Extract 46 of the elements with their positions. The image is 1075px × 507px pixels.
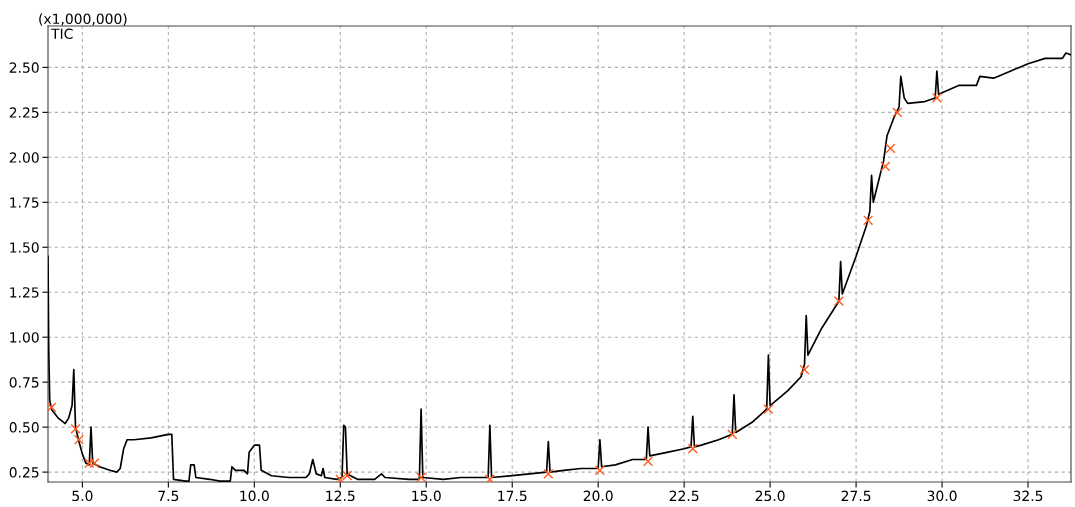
x-tick-label: 12.5	[326, 490, 355, 502]
point	[880, 161, 891, 172]
point	[73, 434, 85, 445]
point	[687, 443, 698, 454]
x-tick-label: 10.0	[240, 490, 269, 502]
y-tick-label: 1.25	[10, 287, 39, 298]
point	[799, 364, 810, 375]
point	[863, 215, 874, 226]
y-tick-label: 0.25	[9, 467, 39, 478]
y-tick-label: 2.00	[9, 152, 39, 163]
point	[84, 458, 95, 469]
point	[594, 465, 605, 476]
point	[335, 474, 346, 482]
y-tick-label: 0.75	[9, 377, 39, 388]
x-tick-label: 20.0	[583, 490, 613, 502]
point	[931, 92, 942, 104]
x-tick-label: 5.0	[72, 490, 93, 502]
y-tick-label: 2.50	[9, 62, 39, 73]
point	[763, 404, 774, 415]
y-tick-label: 0.50	[9, 422, 39, 433]
y-tick-label: 2.25	[9, 107, 39, 118]
point	[89, 458, 100, 469]
text: (x1,000,000)	[39, 13, 127, 26]
annotation: TIC	[51, 28, 73, 40]
point	[642, 456, 654, 467]
x-tick-label: 22.5	[669, 490, 699, 502]
point	[833, 296, 844, 307]
point	[342, 470, 353, 481]
x-tick-label: 30.0	[927, 490, 957, 502]
x-tick-label: 27.5	[841, 490, 871, 502]
point	[48, 402, 57, 413]
point	[727, 429, 738, 440]
point	[416, 472, 427, 482]
y-tick-label: 1.50	[10, 242, 39, 253]
x-tick-label: 32.5	[1013, 490, 1043, 502]
point	[892, 107, 903, 118]
point	[885, 143, 896, 154]
x-tick-label: 17.5	[498, 490, 527, 502]
y-tick-label: 1.00	[10, 332, 39, 343]
point	[484, 474, 495, 482]
x-tick-label: 7.5	[158, 490, 179, 502]
y-tick-label: 1.75	[10, 197, 39, 208]
point	[70, 423, 81, 435]
point	[543, 468, 554, 479]
x-tick-label: 15.0	[412, 490, 441, 502]
x-tick-label: 25.0	[755, 490, 785, 502]
